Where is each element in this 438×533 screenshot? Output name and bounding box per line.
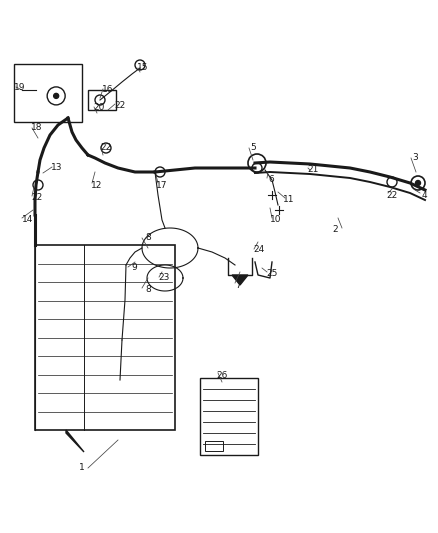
Circle shape (54, 93, 59, 99)
Bar (35, 245, 175, 430)
Text: 1: 1 (79, 464, 85, 472)
Circle shape (416, 181, 420, 185)
Text: 22: 22 (32, 193, 42, 203)
Text: 8: 8 (145, 233, 151, 243)
Text: 14: 14 (22, 215, 34, 224)
Bar (88, 90, 116, 110)
Bar (14, 64, 82, 122)
Text: 22: 22 (386, 190, 398, 199)
Text: 25: 25 (266, 269, 278, 278)
Polygon shape (66, 430, 84, 452)
Text: 12: 12 (91, 181, 102, 190)
Text: 17: 17 (156, 181, 168, 190)
Text: 19: 19 (14, 83, 26, 92)
Text: 22: 22 (100, 143, 112, 152)
Text: 9: 9 (131, 263, 137, 272)
Polygon shape (232, 275, 248, 285)
Bar (205, 441, 223, 451)
Text: 3: 3 (412, 154, 418, 163)
Text: 24: 24 (253, 246, 265, 254)
Text: 2: 2 (332, 225, 338, 235)
Text: 6: 6 (268, 175, 274, 184)
Bar (200, 378, 258, 455)
Text: 21: 21 (307, 166, 319, 174)
Text: 15: 15 (137, 63, 149, 72)
Text: 26: 26 (216, 370, 228, 379)
Text: 11: 11 (283, 196, 295, 205)
Text: 16: 16 (102, 85, 114, 94)
Text: 4: 4 (421, 190, 427, 199)
Text: 23: 23 (158, 273, 170, 282)
Text: 18: 18 (31, 124, 43, 133)
Text: 20: 20 (93, 103, 105, 112)
Text: 5: 5 (250, 143, 256, 152)
Text: 8: 8 (145, 286, 151, 295)
Text: 10: 10 (270, 215, 282, 224)
Text: 22: 22 (114, 101, 126, 109)
Text: 7: 7 (235, 280, 241, 289)
Text: 13: 13 (51, 164, 63, 173)
